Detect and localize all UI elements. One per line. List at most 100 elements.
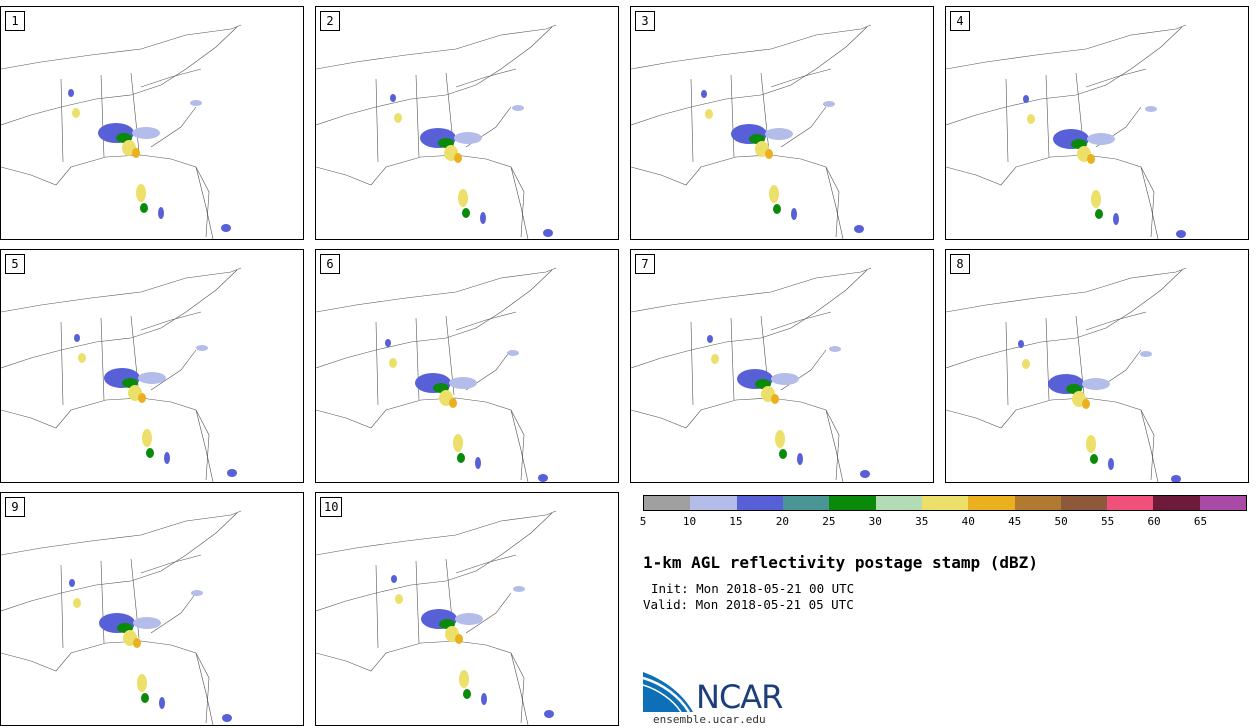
reflectivity-cell	[829, 346, 841, 352]
boundary-line	[770, 311, 832, 331]
reflectivity-cell	[389, 358, 397, 368]
boundary-line	[195, 652, 214, 725]
boundary-line	[1045, 317, 1050, 401]
boundary-line	[1, 154, 210, 238]
reflectivity-cell	[221, 224, 231, 232]
colorbar-tick-label: 35	[915, 515, 929, 528]
reflectivity-cell	[455, 613, 483, 625]
colorbar-swatch	[1153, 496, 1200, 510]
reflectivity-cell	[138, 372, 166, 384]
reflectivity-cell	[779, 449, 787, 459]
reflectivity-cell	[765, 149, 773, 159]
reflectivity-cell	[449, 398, 457, 408]
reflectivity-cell	[707, 335, 713, 343]
colorbar-swatch	[875, 496, 922, 510]
reflectivity-map	[316, 510, 557, 725]
colorbar-swatch	[644, 496, 691, 510]
boundary-line	[375, 321, 379, 406]
member-label: 3	[635, 11, 655, 31]
reflectivity-cell	[132, 148, 140, 158]
reflectivity-cell	[390, 94, 396, 102]
reflectivity-cell	[457, 453, 465, 463]
reflectivity-cell	[159, 697, 165, 709]
reflectivity-cell	[455, 634, 463, 644]
reflectivity-map	[1, 267, 242, 482]
reflectivity-cell	[771, 373, 799, 385]
reflectivity-cell	[701, 90, 707, 98]
boundary-line	[730, 317, 735, 401]
reflectivity-cell	[1091, 190, 1101, 208]
boundary-line	[375, 564, 379, 649]
member-panel: 1	[0, 6, 304, 240]
reflectivity-cell	[1022, 359, 1030, 369]
member-panel: 7	[630, 249, 934, 483]
colorbar-swatch	[1060, 496, 1108, 510]
reflectivity-cell	[1108, 458, 1114, 470]
boundary-line	[946, 26, 1183, 126]
member-panel: 9	[0, 492, 304, 726]
boundary-line	[1005, 321, 1009, 406]
colorbar-tick-label: 15	[729, 515, 743, 528]
colorbar-tick-label: 65	[1193, 515, 1208, 528]
member-panel: 2	[315, 6, 619, 240]
reflectivity-cell	[137, 674, 147, 692]
reflectivity-cell	[860, 470, 870, 478]
reflectivity-cell	[1176, 230, 1186, 238]
reflectivity-cell	[791, 208, 797, 220]
reflectivity-cell	[797, 453, 803, 465]
boundary-line	[1, 269, 238, 369]
boundary-line	[946, 397, 1155, 481]
reflectivity-cell	[1140, 351, 1152, 357]
colorbar-tick-label: 60	[1147, 515, 1161, 528]
reflectivity-cell	[769, 185, 779, 203]
reflectivity-cell	[771, 394, 779, 404]
boundary-line	[825, 166, 844, 239]
boundary-line	[946, 154, 1155, 238]
reflectivity-cell	[395, 594, 403, 604]
reflectivity-cell	[1082, 378, 1110, 390]
boundary-line	[60, 564, 64, 649]
boundary-line	[1, 26, 238, 126]
reflectivity-cell	[512, 105, 524, 111]
colorbar-swatch	[1107, 496, 1154, 510]
boundary-line	[316, 269, 553, 369]
colorbar-tick-label: 10	[682, 515, 697, 528]
boundary-line	[100, 317, 105, 401]
reflectivity-cell	[711, 354, 719, 364]
boundary-line	[825, 409, 844, 482]
reflectivity-cell	[78, 353, 86, 363]
colorbar-tick-label: 25	[822, 515, 836, 528]
reflectivity-map	[1, 510, 242, 725]
reflectivity-cell	[507, 350, 519, 356]
reflectivity-cell	[138, 393, 146, 403]
reflectivity-cell	[191, 590, 203, 596]
reflectivity-cell	[222, 714, 232, 722]
boundary-line	[946, 24, 1187, 70]
reflectivity-cell	[391, 575, 397, 583]
member-label: 6	[320, 254, 340, 274]
colorbar-swatch	[690, 496, 737, 510]
reflectivity-cell	[1086, 435, 1096, 453]
colorbar-tick-label: 55	[1100, 515, 1115, 528]
colorbar-tick-label: 45	[1008, 515, 1022, 528]
reflectivity-cell	[1087, 154, 1095, 164]
reflectivity-cell	[765, 128, 793, 140]
colorbar-tick-label: 40	[961, 515, 975, 528]
boundary-line	[631, 26, 868, 126]
boundary-line	[631, 24, 872, 70]
boundary-line	[316, 26, 553, 126]
reflectivity-cell	[158, 207, 164, 219]
reflectivity-cell	[1087, 133, 1115, 145]
colorbar-swatch	[1014, 496, 1061, 510]
reflectivity-cell	[74, 334, 80, 342]
member-panel: 5	[0, 249, 304, 483]
member-label: 7	[635, 254, 655, 274]
boundary-line	[1, 640, 210, 724]
reflectivity-cell	[775, 430, 785, 448]
reflectivity-cell	[823, 101, 835, 107]
boundary-line	[690, 321, 694, 406]
colorbar-tick-label: 50	[1054, 515, 1068, 528]
colorbar-swatch	[829, 496, 876, 510]
boundary-line	[140, 554, 202, 574]
reflectivity-cell	[453, 434, 463, 452]
